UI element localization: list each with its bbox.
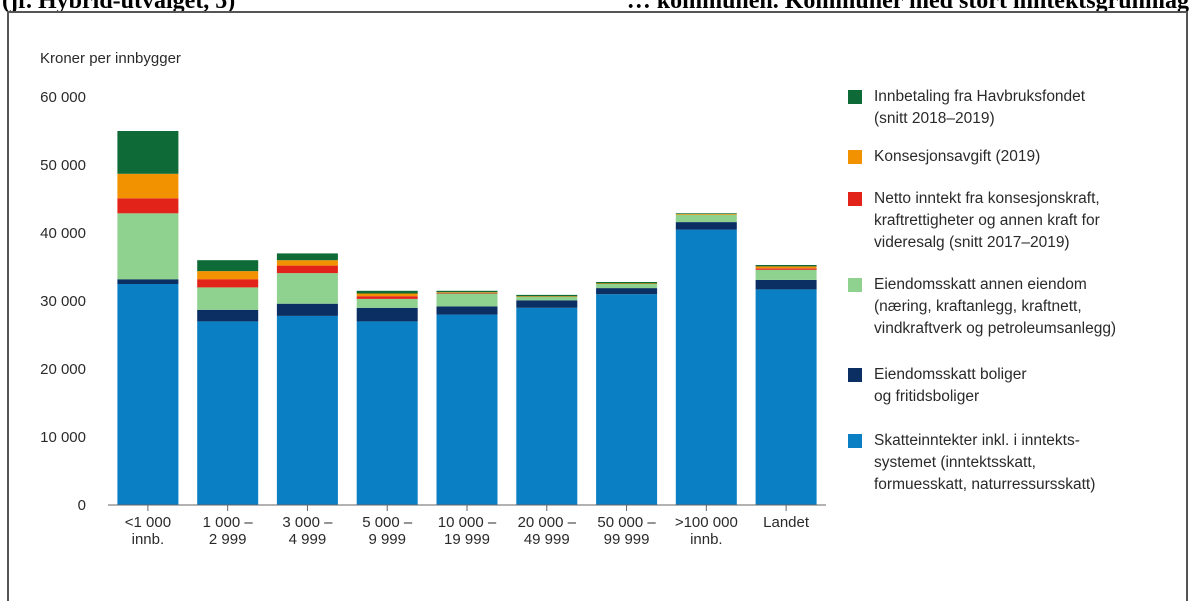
legend-label: formuesskatt, naturressursskatt): [874, 476, 1096, 493]
legend-swatch: [848, 278, 862, 292]
legend-item: Innbetaling fra Havbruksfondet (snitt 201…: [848, 86, 1188, 130]
bar-segment: [276, 316, 338, 505]
bar-segment: [755, 265, 817, 267]
y-tick-label: 50 000: [40, 157, 86, 174]
bar-segment: [117, 284, 179, 505]
bar-segment: [675, 213, 737, 214]
page-text-strip: (jf. Hybrid-utvalget, 5) … kommunen. Kom…: [0, 0, 1195, 12]
bar-segment: [356, 296, 418, 299]
y-tick-label: 60 000: [40, 89, 86, 106]
legend-label: videresalg (snitt 2017–2019): [874, 234, 1070, 251]
bar-segment: [276, 253, 338, 261]
legend-item: Eiendomsskatt boliger og fritidsboliger: [848, 364, 1188, 408]
y-axis-label: Kroner per innbygger: [40, 50, 181, 67]
bar-segment: [356, 293, 418, 297]
bar-segment: [356, 299, 418, 308]
bar-segment: [675, 222, 737, 230]
chart-legend: Innbetaling fra Havbruksfondet (snitt 201…: [848, 86, 1188, 496]
bar-segment: [596, 282, 658, 284]
bar-segment: [596, 294, 658, 505]
bar-segment: [197, 321, 259, 505]
bar-segment: [436, 292, 498, 293]
bar-segment: [276, 265, 338, 274]
bar-segment: [436, 314, 498, 505]
y-tick-label: 30 000: [40, 293, 86, 310]
legend-swatch: [848, 90, 862, 104]
bar-segment: [675, 229, 737, 505]
bar-segment: [675, 214, 737, 215]
page-text-left: (jf. Hybrid-utvalget, 5): [2, 0, 235, 12]
legend-label: kraftrettigheter og annen kraft for: [874, 212, 1100, 229]
legend-item: Eiendomsskatt annen eiendom (næring, kraf…: [848, 274, 1188, 340]
bar-segment: [356, 321, 418, 505]
bar-segment: [117, 213, 179, 280]
legend-swatch: [848, 434, 862, 448]
bar-segment: [675, 214, 737, 223]
y-tick-label: 20 000: [40, 361, 86, 378]
legend-swatch: [848, 192, 862, 206]
page-text-right: … kommunen. Kommuner med stort inntektsg…: [627, 0, 1189, 12]
bar-segment: [117, 279, 179, 284]
bar-segment: [356, 290, 418, 294]
bar-segment: [596, 284, 658, 289]
x-tick-label: Landet: [763, 514, 810, 531]
bar-segment: [197, 271, 259, 280]
bar-segment: [755, 268, 817, 270]
legend-label: og fritidsboliger: [874, 388, 980, 405]
bar-segment: [276, 273, 338, 304]
bar-segment: [436, 306, 498, 315]
bar-segment: [117, 173, 179, 199]
x-tick-label: <1 000 innb.: [125, 514, 171, 548]
legend-swatch: [848, 368, 862, 382]
legend-label: systemet (inntektsskatt,: [874, 454, 1036, 471]
x-tick-label: 50 000 –99 999: [597, 514, 656, 548]
legend-item: Skatteinntekter inkl. i inntekts-systeme…: [848, 430, 1188, 496]
legend-label: Eiendomsskatt boliger: [874, 366, 1027, 383]
bar-segment: [755, 266, 817, 269]
x-tick-label: 1 000 –2 999: [203, 514, 254, 548]
bar-segment: [117, 198, 179, 214]
y-tick-label: 40 000: [40, 225, 86, 242]
bar-segment: [276, 260, 338, 266]
bar-segment: [755, 279, 817, 290]
legend-label: Eiendomsskatt annen eiendom: [874, 276, 1087, 293]
stacked-bar-chart: Kroner per innbygger 0 10 000 20 000 30 000 4…: [40, 50, 826, 548]
bar-segment: [197, 287, 259, 310]
bar-segment: [516, 296, 578, 301]
bar-segment: [596, 288, 658, 295]
y-tick-label: 0: [78, 497, 86, 514]
bar-segment: [755, 289, 817, 505]
bar-segment: [117, 131, 179, 174]
x-tick-label: 3 000 –4 999: [282, 514, 333, 548]
bar-segment: [755, 269, 817, 280]
legend-item: Netto inntekt fra konsesjonskraft, kraftr…: [848, 188, 1188, 254]
legend-label: Netto inntekt fra konsesjonskraft,: [874, 190, 1100, 207]
bar-segment: [436, 290, 498, 293]
bar-segment: [356, 307, 418, 322]
legend-label: vindkraftverk og petroleumsanlegg): [874, 320, 1117, 337]
legend-label: Skatteinntekter inkl. i inntekts-: [874, 432, 1080, 449]
legend-item: Konsesjonsavgift (2019): [848, 146, 1188, 168]
legend-label: Innbetaling fra Havbruksfondet: [874, 88, 1086, 105]
bar-segment: [516, 307, 578, 505]
x-tick-label: 10 000 –19 999: [438, 514, 497, 548]
legend-label: (snitt 2018–2019): [874, 110, 995, 127]
x-tick-label: 5 000 –9 999: [362, 514, 413, 548]
x-tick-label: 20 000 –49 999: [518, 514, 577, 548]
bar-segment: [197, 260, 259, 272]
bar-segment: [436, 292, 498, 294]
x-tick-label: >100 000 innb.: [675, 514, 738, 548]
bar-segment: [516, 294, 578, 297]
y-tick-label: 10 000: [40, 429, 86, 446]
bar-segment: [516, 296, 578, 297]
legend-label: (næring, kraftanlegg, kraftnett,: [874, 298, 1082, 315]
bar-segment: [276, 303, 338, 316]
bar-segment: [197, 309, 259, 322]
legend-label: Konsesjonsavgift (2019): [874, 148, 1041, 165]
legend-swatch: [848, 150, 862, 164]
bar-segment: [516, 300, 578, 308]
bar-segment: [596, 283, 658, 284]
bar-segment: [436, 293, 498, 307]
bar-segment: [197, 279, 259, 288]
